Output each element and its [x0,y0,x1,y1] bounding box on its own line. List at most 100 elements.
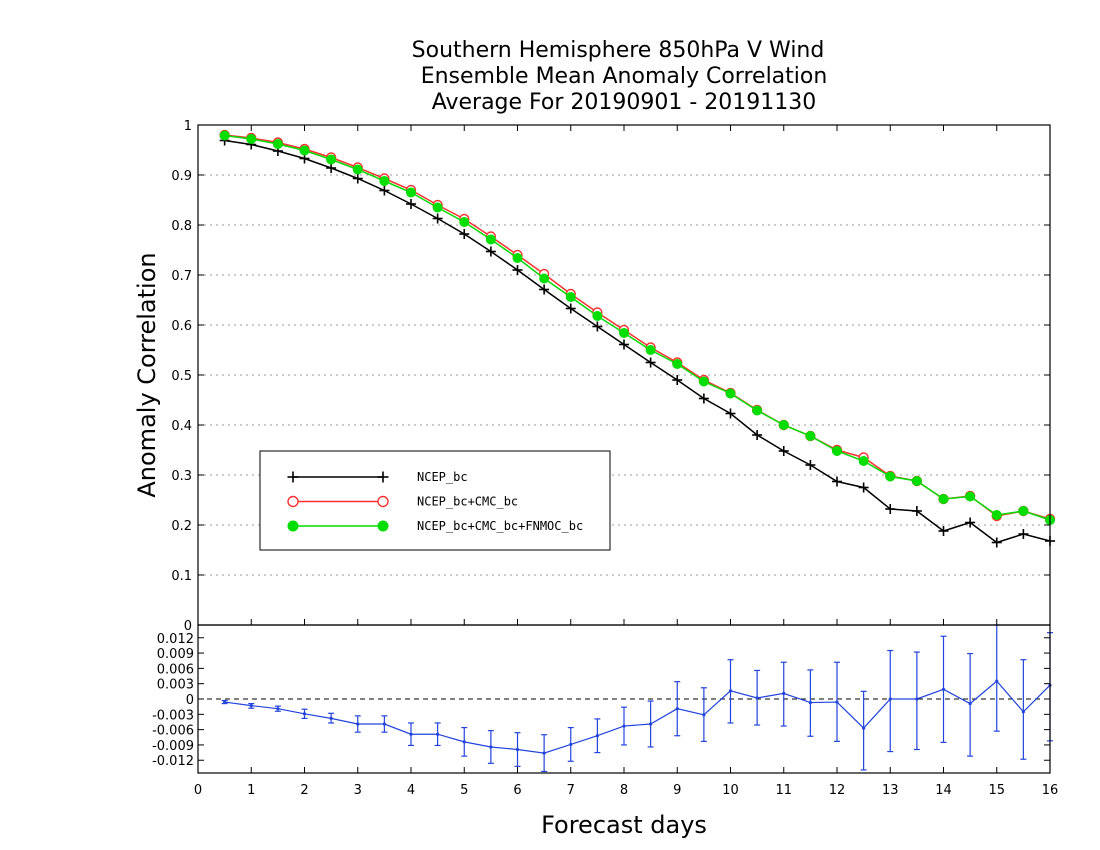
lower-y-tick-label: 0.006 [157,662,194,677]
difference-point [276,707,280,711]
plus-marker [287,471,299,483]
difference-point [436,732,440,736]
upper-series-group [219,129,1056,548]
plus-marker [1018,529,1029,539]
plus-marker [778,446,789,456]
legend-label: NCEP_bc [417,470,468,484]
difference-point [702,713,706,717]
difference-point [223,700,227,704]
filled-circle-marker [858,456,869,466]
filled-circle-marker [512,253,523,263]
legend-item: NCEP_bc+CMC_bc+FNMOC_bc [287,519,583,533]
y-tick-label: 0.6 [171,319,192,334]
plus-marker [911,506,922,516]
title-line-3: Average For 20190901 - 20191130 [432,90,817,115]
plus-marker [377,471,389,483]
lower-y-tick-label: 0.012 [157,632,194,647]
difference-point [835,700,839,704]
plus-marker [672,375,683,385]
lower-y-tick-label: -0.012 [152,754,194,769]
plus-marker [832,476,842,487]
filled-circle-marker [377,520,389,532]
y-tick-label: 0.5 [171,369,192,384]
plus-marker [592,321,603,332]
y-tick-label: 0.4 [171,419,192,434]
x-tick-label: 16 [1042,783,1059,798]
plus-marker [432,213,443,224]
lower-y-tick-label: -0.006 [152,724,194,739]
lower-y-tick-label: -0.009 [152,739,194,754]
x-tick-label: 7 [567,783,575,798]
difference-point [249,704,253,708]
difference-point [622,724,626,728]
plus-marker [965,517,976,528]
x-tick-label: 3 [354,783,362,798]
difference-point [808,700,812,705]
upper-gridlines [198,174,1050,576]
filled-circle-marker [406,187,416,198]
open-circle-marker [287,495,299,508]
filled-circle-marker [539,273,550,284]
difference-point [595,734,599,738]
x-tick-label: 6 [513,783,521,798]
x-tick-label: 0 [194,783,202,798]
difference-line [224,680,1051,754]
x-tick-label: 15 [988,783,1005,798]
legend-item: NCEP_bc+CMC_bc [287,495,518,509]
plus-marker [352,173,363,184]
series-3 [219,130,1055,525]
plus-marker [379,185,390,196]
x-axis-label: Forecast days [541,811,707,839]
filled-circle-marker [672,359,683,369]
plus-marker [326,163,337,173]
difference-point [489,745,493,749]
plus-marker [565,303,576,314]
title-line-1: Southern Hemisphere 850hPa V Wind [412,38,825,63]
filled-circle-marker [272,139,283,149]
lower-y-tick-label: 0.009 [157,647,194,662]
x-tick-label: 4 [407,783,415,798]
x-tick-label: 9 [673,783,681,798]
filled-circle-marker [725,388,736,399]
y-tick-label: 0.3 [171,469,192,484]
difference-point [649,722,653,726]
filled-circle-marker [432,202,443,213]
filled-circle-marker [965,491,976,502]
x-axis: 0 1 2 3 4 5 6 7 8 9 10 11 12 13 14 15 16 [194,125,1058,798]
difference-point [356,722,360,726]
difference-point [329,716,333,720]
difference-point [675,707,679,711]
legend: NCEP_bc NCEP_bc+CMC_bc NCEP_bc+CMC_bc+FNMO… [259,450,611,551]
plus-marker [698,393,709,404]
error-bar [913,651,920,751]
title: Southern Hemisphere 850hPa V Wind Ensemb… [412,38,828,115]
x-tick-label: 8 [620,783,628,798]
plus-marker [752,430,763,440]
x-tick-label: 1 [247,783,255,798]
legend-item: NCEP_bc [287,470,468,484]
difference-point [542,751,546,755]
y-tick-label: 0.1 [171,569,192,584]
lower-y-tick-label: 0.003 [157,678,194,693]
filled-circle-marker [592,311,603,321]
filled-circle-marker [752,405,763,416]
difference-series [221,624,1053,773]
filled-circle-marker [565,292,576,302]
difference-point [915,697,919,701]
upper-y-axis: 0 0.1 0.2 0.3 0.4 0.5 0.6 0.7 0.8 0.9 1 [171,119,1050,634]
filled-circle-marker [619,328,629,338]
filled-circle-marker [287,520,299,532]
error-bar [860,690,867,771]
plus-marker [885,504,896,514]
y-axis-label: Anomaly Correlation [133,252,161,497]
filled-circle-marker [832,446,842,456]
error-bar [1020,659,1027,760]
difference-point [515,747,520,752]
lower-y-axis: -0.012-0.009-0.006-0.00300.0030.0060.009… [152,632,1050,769]
lower-y-tick-label: -0.003 [152,708,194,723]
legend-label: NCEP_bc+CMC_bc [417,495,518,509]
difference-point [782,691,786,695]
filled-circle-marker [299,145,310,156]
filled-circle-marker [379,176,390,186]
filled-circle-marker [645,345,656,355]
